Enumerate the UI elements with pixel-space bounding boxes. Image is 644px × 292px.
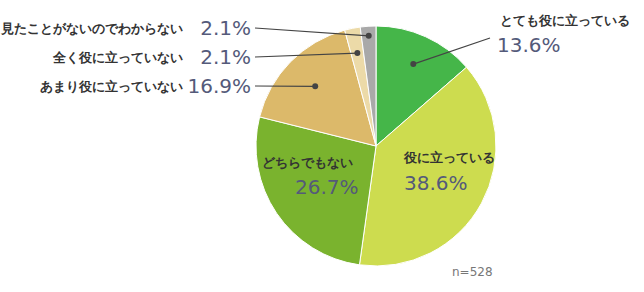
category-label: あまり役に立っていない [40, 79, 183, 94]
category-label: どちらでもない [262, 155, 353, 170]
leader-dot [366, 33, 372, 39]
chart: とても役に立っている 13.6% 役に立っている 38.6% どちらでもない 26.7% あ… [0, 0, 644, 292]
pie-slice [359, 67, 496, 266]
value-label: 13.6% [497, 33, 561, 57]
leader-line [255, 85, 315, 87]
pie-slice [360, 26, 376, 146]
value-label: 16.9% [187, 74, 251, 98]
category-label: 見たことがないのでわからない [0, 21, 183, 36]
leader-line [413, 38, 490, 64]
value-label: 38.6% [404, 171, 468, 195]
category-label: とても役に立っている [500, 13, 630, 28]
value-label: 2.1% [200, 16, 251, 40]
value-label: 2.1% [200, 45, 251, 69]
value-label: 26.7% [295, 175, 359, 199]
slices [256, 26, 496, 266]
annotation: n=528 [452, 265, 493, 279]
category-label: 役に立っている [403, 150, 495, 165]
leader-dot [354, 50, 360, 56]
leader-line [255, 53, 357, 57]
labels: とても役に立っている 13.6% 役に立っている 38.6% どちらでもない 26.7% あ… [0, 13, 630, 199]
leader-dot [312, 83, 318, 89]
category-label: 全く役に立っていない [52, 50, 183, 65]
leader-dot [410, 61, 416, 67]
leader-line [255, 28, 369, 36]
